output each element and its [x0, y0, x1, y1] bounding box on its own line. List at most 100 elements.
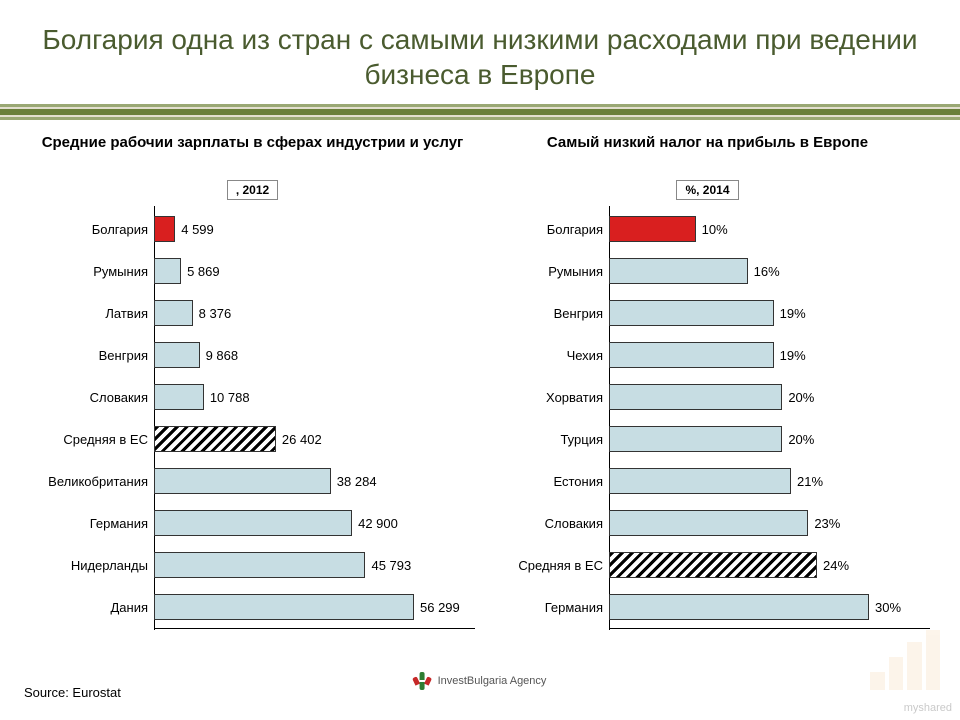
- bar-track: 16%: [609, 250, 930, 292]
- bar-track: 19%: [609, 334, 930, 376]
- bar-category-label: Германия: [30, 516, 154, 531]
- bar-row: Словакия10 788: [30, 376, 475, 418]
- bar-track: 9 868: [154, 334, 475, 376]
- bar-value-label: 9 868: [200, 334, 239, 376]
- page-title: Болгария одна из стран с самыми низкими …: [30, 22, 930, 92]
- bar: [154, 510, 352, 536]
- bar-row: Латвия 8 376: [30, 292, 475, 334]
- chart-salaries: Средние рабочии зарплаты в сферах индуст…: [30, 134, 475, 628]
- bar-category-label: Румыния: [485, 264, 609, 279]
- bar-category-label: Германия: [485, 600, 609, 615]
- bar-track: 4 599: [154, 208, 475, 250]
- bar-track: 10 788: [154, 376, 475, 418]
- bar: [154, 342, 200, 368]
- chart-salaries-legend-row: , 2012: [30, 180, 475, 200]
- chart-tax-legend-row: %, 2014: [485, 180, 930, 200]
- bar: [609, 594, 869, 620]
- bar-row: Средняя в ЕС 26 402: [30, 418, 475, 460]
- bar-track: 26 402: [154, 418, 475, 460]
- bar-track: 56 299: [154, 586, 475, 628]
- bar-category-label: Болгария: [30, 222, 154, 237]
- bar-value-label: 8 376: [193, 292, 232, 334]
- bar-row: Дания 56 299: [30, 586, 475, 628]
- bar-row: Румыния 16%: [485, 250, 930, 292]
- bar-row: Чехия 19%: [485, 334, 930, 376]
- bar-category-label: Латвия: [30, 306, 154, 321]
- bar-category-label: Словакия: [485, 516, 609, 531]
- chart-tax: Самый низкий налог на прибыль в Европе %…: [485, 134, 930, 628]
- footer-logo: InvestBulgaria Agency: [414, 672, 547, 690]
- bar-track: 24%: [609, 544, 930, 586]
- bar-track: 21%: [609, 460, 930, 502]
- bar-row: Хорватия20%: [485, 376, 930, 418]
- bar-value-label: 5 869: [181, 250, 220, 292]
- bar: [609, 510, 808, 536]
- bar-row: Болгария 10%: [485, 208, 930, 250]
- bar-category-label: Болгария: [485, 222, 609, 237]
- footer-logo-text: InvestBulgaria Agency: [438, 675, 547, 687]
- bar: [154, 300, 193, 326]
- bar-category-label: Венгрия: [485, 306, 609, 321]
- bar-row: Румыния5 869: [30, 250, 475, 292]
- bar-category-label: Естония: [485, 474, 609, 489]
- bar: [609, 426, 782, 452]
- bar-row: Средняя в ЕС24%: [485, 544, 930, 586]
- bar-track: 8 376: [154, 292, 475, 334]
- bar-row: Германия 42 900: [30, 502, 475, 544]
- source-text: Source: Eurostat: [24, 685, 121, 700]
- chart-salaries-legend: , 2012: [227, 180, 278, 200]
- bar-track: 42 900: [154, 502, 475, 544]
- bar: [609, 552, 817, 578]
- bar-value-label: 10 788: [204, 376, 250, 418]
- bar-value-label: 24%: [817, 544, 849, 586]
- bar: [154, 216, 175, 242]
- bar: [154, 594, 414, 620]
- bar-track: 45 793: [154, 544, 475, 586]
- bar-value-label: 26 402: [276, 418, 322, 460]
- bar-category-label: Нидерланды: [30, 558, 154, 573]
- bar: [154, 426, 276, 452]
- bar: [609, 342, 774, 368]
- watermark: myshared: [840, 610, 960, 720]
- bar: [609, 384, 782, 410]
- bar-value-label: 4 599: [175, 208, 214, 250]
- bar-row: Словакия23%: [485, 502, 930, 544]
- bar-row: Венгрия9 868: [30, 334, 475, 376]
- bar-row: Нидерланды 45 793: [30, 544, 475, 586]
- chart-salaries-bars: Болгария 4 599Румыния5 869 Латвия 8 376Венг…: [30, 208, 475, 628]
- bar-category-label: Великобритания: [30, 474, 154, 489]
- bar-value-label: 16%: [748, 250, 780, 292]
- charts-container: Средние рабочии зарплаты в сферах индуст…: [30, 134, 930, 628]
- bar-track: 38 284: [154, 460, 475, 502]
- bar: [154, 384, 204, 410]
- chart-tax-legend: %, 2014: [676, 180, 738, 200]
- bar: [154, 468, 331, 494]
- bar-value-label: 20%: [782, 418, 814, 460]
- axis-baseline: [154, 628, 475, 629]
- bar-value-label: 56 299: [414, 586, 460, 628]
- bar-track: 10%: [609, 208, 930, 250]
- bar-track: 19%: [609, 292, 930, 334]
- bar: [609, 300, 774, 326]
- bar-value-label: 42 900: [352, 502, 398, 544]
- bar-value-label: 10%: [696, 208, 728, 250]
- bar-row: Болгария 4 599: [30, 208, 475, 250]
- bar-value-label: 20%: [782, 376, 814, 418]
- bar: [609, 258, 748, 284]
- bar-value-label: 19%: [774, 334, 806, 376]
- bar-track: 5 869: [154, 250, 475, 292]
- bar-value-label: 19%: [774, 292, 806, 334]
- bar-value-label: 45 793: [365, 544, 411, 586]
- investbulgaria-logo-icon: [414, 672, 432, 690]
- bar-track: 20%: [609, 418, 930, 460]
- bar-row: Естония21%: [485, 460, 930, 502]
- bar: [609, 216, 696, 242]
- bar-category-label: Чехия: [485, 348, 609, 363]
- chart-tax-bars: Болгария10%Румыния16%Венгрия19%Чехия19%Х…: [485, 208, 930, 628]
- bar-category-label: Средняя в ЕС: [30, 432, 154, 447]
- bar-track: 23%: [609, 502, 930, 544]
- title-divider: [0, 104, 960, 120]
- bar-track: 20%: [609, 376, 930, 418]
- chart-tax-title: Самый низкий налог на прибыль в Европе: [485, 134, 930, 174]
- bar-category-label: Дания: [30, 600, 154, 615]
